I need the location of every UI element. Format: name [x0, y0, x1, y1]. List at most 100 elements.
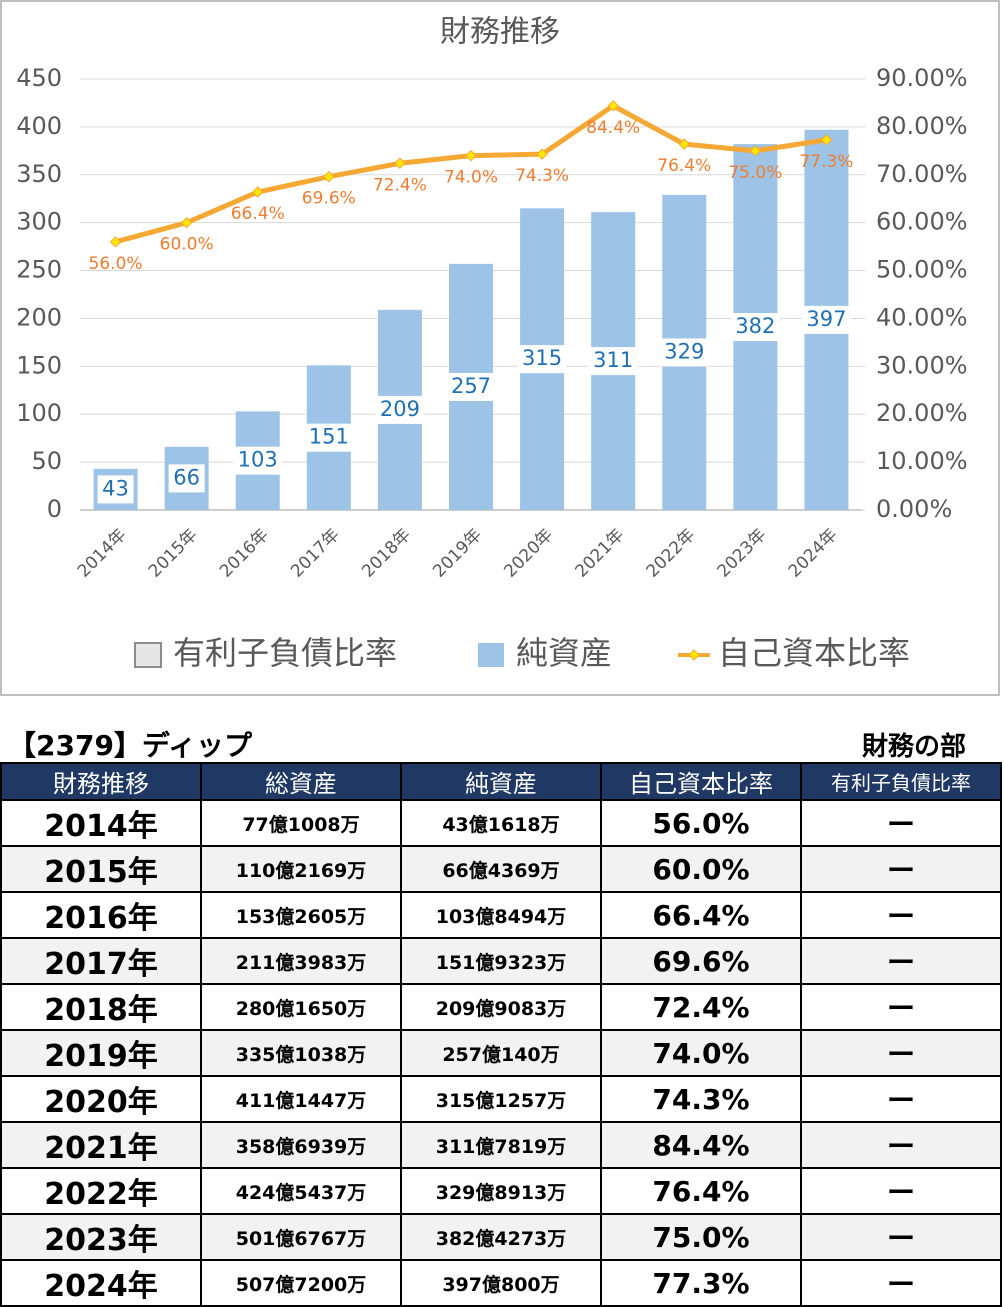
chart-title: 財務推移 — [440, 15, 560, 50]
table-cell: 60.0% — [600, 845, 802, 893]
label-bg — [730, 313, 780, 342]
point — [109, 236, 122, 248]
y2-tick-label: 50.00% — [876, 256, 968, 284]
y-tick-label: 300 — [16, 208, 62, 236]
table-cell: 66億4369万 — [400, 845, 602, 893]
table-cell: 69.6% — [600, 937, 802, 985]
y-tick-label: 250 — [16, 256, 62, 284]
y2-tick-label: 90.00% — [876, 64, 968, 92]
y2-tick-label: 0.00% — [876, 495, 952, 523]
line-label: 74.0% — [444, 168, 498, 188]
table-row: 2023年 501億6767万 382億4273万 75.0% ー — [0, 1213, 1002, 1261]
bar-label: 257 — [451, 374, 491, 398]
table-cell: 2015年 — [0, 845, 202, 893]
table-cell: 2023年 — [0, 1213, 202, 1261]
table-cell: 209億9083万 — [400, 983, 602, 1031]
y2-tick-label: 80.00% — [876, 112, 968, 140]
table-cell: 2018年 — [0, 983, 202, 1031]
label-bg — [517, 345, 567, 374]
table-cell: 329億8913万 — [400, 1167, 602, 1215]
point — [252, 186, 264, 198]
table-cell: 2020年 — [0, 1075, 202, 1123]
table-cell: 2019年 — [0, 1029, 202, 1077]
table-cell: 75.0% — [600, 1213, 802, 1261]
table-cell: 43億1618万 — [400, 799, 602, 847]
bar-label: 151 — [309, 425, 349, 449]
y2-tick-label: 70.00% — [876, 160, 968, 188]
line-label: 77.3% — [799, 152, 853, 172]
line-label: 84.4% — [586, 118, 640, 138]
y-tick-label: 350 — [16, 160, 62, 188]
line-label: 76.4% — [657, 156, 711, 176]
line-label: 75.0% — [728, 163, 782, 183]
table-row: 2018年 280億1650万 209億9083万 72.4% ー — [0, 983, 1002, 1031]
table-cell: 56.0% — [600, 799, 802, 847]
label-bg — [168, 464, 205, 493]
table-cell: 358億6939万 — [200, 1121, 402, 1169]
table-cell: 280億1650万 — [200, 983, 402, 1031]
table-cell: ー — [800, 845, 1002, 893]
header-cell: 総資産 — [200, 762, 402, 801]
line-label: 69.6% — [302, 189, 356, 209]
y2-tick-label: 60.00% — [876, 208, 968, 236]
point — [180, 216, 193, 229]
table-cell: ー — [800, 1259, 1002, 1307]
table-cell: 153億2605万 — [200, 891, 402, 939]
table-cell: 2014年 — [0, 799, 202, 847]
table-subtitle: 財務の部 — [861, 732, 966, 762]
point — [536, 148, 548, 160]
point — [465, 149, 477, 162]
table-row: 2024年 507億7200万 397億800万 77.3% ー — [0, 1259, 1002, 1307]
table-row: 2020年 411億1447万 315億1257万 74.3% ー — [0, 1075, 1002, 1123]
table-cell: 382億4273万 — [400, 1213, 602, 1261]
y-tick-label: 50 — [31, 447, 62, 475]
table-cell: ー — [800, 1029, 1002, 1077]
table-cell: ー — [800, 983, 1002, 1031]
header-cell: 有利子負債比率 — [800, 762, 1002, 801]
y-tick-label: 150 — [16, 351, 62, 379]
chart-frame — [0, 0, 1000, 696]
label-bg — [588, 347, 638, 376]
table-cell: 507億7200万 — [200, 1259, 402, 1307]
label-bg — [233, 446, 283, 475]
table-cell: 2024年 — [0, 1259, 202, 1307]
table-cell: ー — [800, 891, 1002, 939]
table-cell: 2022年 — [0, 1167, 202, 1215]
line-label: 66.4% — [231, 204, 285, 224]
y-tick-label: 0 — [47, 495, 62, 523]
legend-swatch — [478, 643, 504, 667]
legend-label: 純資産 — [516, 634, 612, 672]
table-cell: 2017年 — [0, 937, 202, 985]
bar-label: 315 — [522, 346, 562, 370]
table-cell: 397億800万 — [400, 1259, 602, 1307]
table: 財務推移 総資産 純資産 自己資本比率 有利子負債比率 2014年 77億1008万 43億1… — [0, 762, 1002, 1307]
table-row: 2019年 335億1038万 257億140万 74.0% ー — [0, 1029, 1002, 1077]
y-tick-label: 450 — [16, 64, 62, 92]
table-title: 【2379】ディップ — [8, 729, 252, 762]
y2-tick-label: 20.00% — [876, 399, 968, 427]
y2-tick-label: 10.00% — [876, 447, 968, 475]
table-cell: 211億3983万 — [200, 937, 402, 985]
header-cell: 財務推移 — [0, 762, 202, 801]
table-cell: ー — [800, 1213, 1002, 1261]
table-cell: 77.3% — [600, 1259, 802, 1307]
y2-tick-label: 30.00% — [876, 351, 968, 379]
table-cell: 315億1257万 — [400, 1075, 602, 1123]
table-cell: 66.4% — [600, 891, 802, 939]
table-cell: 103億8494万 — [400, 891, 602, 939]
table-cell: 84.4% — [600, 1121, 802, 1169]
bar-label: 329 — [664, 339, 704, 363]
table-cell: 74.3% — [600, 1075, 802, 1123]
table-row: 2014年 77億1008万 43億1618万 56.0% ー — [0, 799, 1002, 847]
y-tick-label: 200 — [16, 303, 62, 331]
table-cell: 335億1038万 — [200, 1029, 402, 1077]
bar-label: 382 — [735, 314, 775, 338]
table-cell: 501億6767万 — [200, 1213, 402, 1261]
table-row: 2022年 424億5437万 329億8913万 76.4% ー — [0, 1167, 1002, 1215]
point — [323, 170, 335, 183]
table-row: 2021年 358億6939万 311億7819万 84.4% ー — [0, 1121, 1002, 1169]
table-cell: 74.0% — [600, 1029, 802, 1077]
table-cell: 110億2169万 — [200, 845, 402, 893]
bar-label: 43 — [102, 476, 129, 500]
bar-label: 209 — [380, 397, 420, 421]
